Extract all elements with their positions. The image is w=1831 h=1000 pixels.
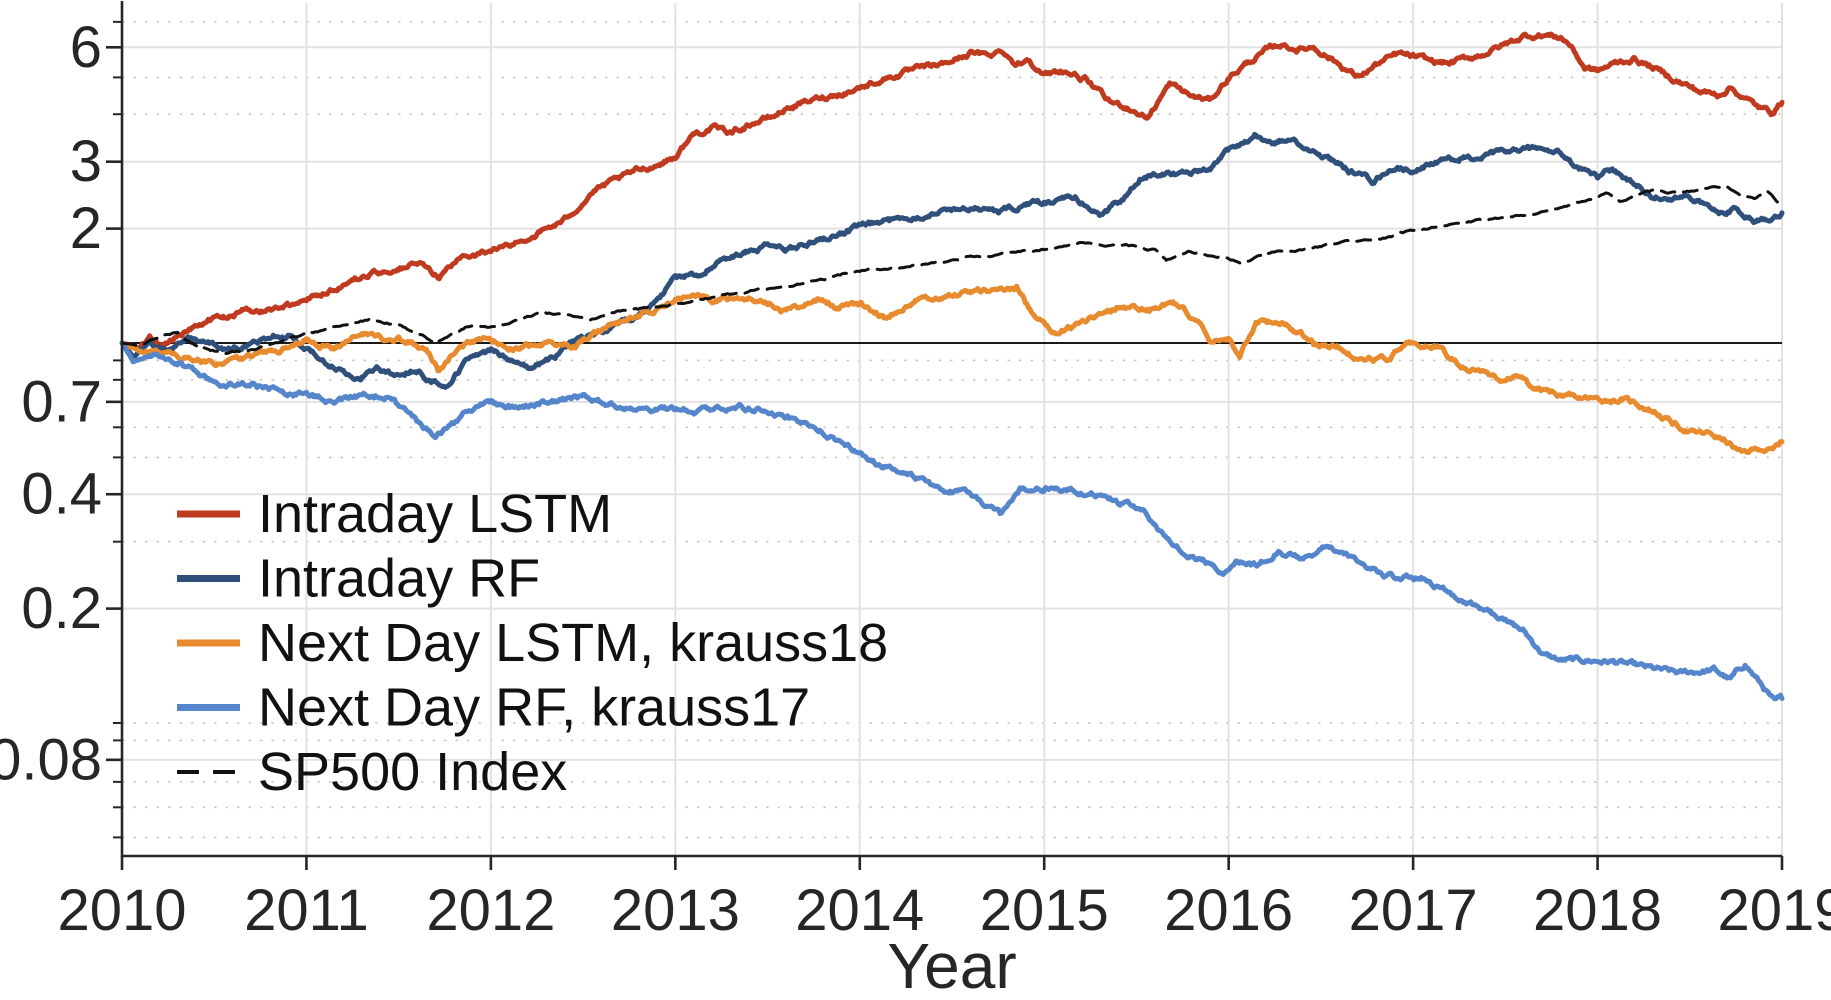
tick-labels: 6 32 0.7 0.4 0.2 0.08 2010 2011 2012 2013 2014 2015…: [0, 15, 1831, 1000]
legend-label-4: Next Day RF, krauss17: [258, 678, 810, 738]
legend-label-2: Intraday RF: [258, 549, 540, 609]
x-tick-label: 2016: [1164, 878, 1293, 943]
x-tick-label: 2019: [1717, 878, 1831, 943]
series-line-next-day-rf-krauss17: [119, 340, 1785, 702]
y-tick-label: 0.7: [21, 369, 102, 434]
legend-label-3: Next Day LSTM, krauss18: [258, 613, 888, 673]
x-tick-label: 2010: [57, 878, 186, 943]
x-tick-label: 2017: [1349, 878, 1478, 943]
y-tick-label: 3: [70, 129, 102, 194]
x-tick-label: 2013: [611, 878, 740, 943]
y-tick-label: 0.4: [21, 462, 102, 527]
y-tick-label: 6: [70, 15, 102, 80]
y-tick-label: 2: [70, 196, 102, 261]
series-line-next-day-lstm-krauss18: [119, 283, 1785, 456]
x-tick-label: 2018: [1533, 878, 1662, 943]
axes-and-ticks: [106, 1, 1784, 870]
x-tick-label: 2014: [795, 878, 924, 943]
series-line-intraday-rf: [119, 131, 1785, 390]
series-line-intraday-lstm: [119, 31, 1785, 351]
x-tick-label: 2011: [244, 878, 369, 943]
y-tick-label: 0.2: [21, 576, 102, 641]
gridlines: [121, 3, 1783, 856]
legend-label-1: Intraday LSTM: [258, 484, 612, 544]
x-tick-label: 2012: [426, 878, 555, 943]
y-tick-label: 0.08: [0, 727, 102, 792]
x-tick-label: 2015: [980, 878, 1109, 943]
x-axis-title: Year: [887, 930, 1016, 1000]
legend-label-5: SP500 Index: [258, 742, 567, 802]
series-line-sp500-index: [120, 184, 1784, 355]
data-series-lines: [119, 31, 1785, 702]
